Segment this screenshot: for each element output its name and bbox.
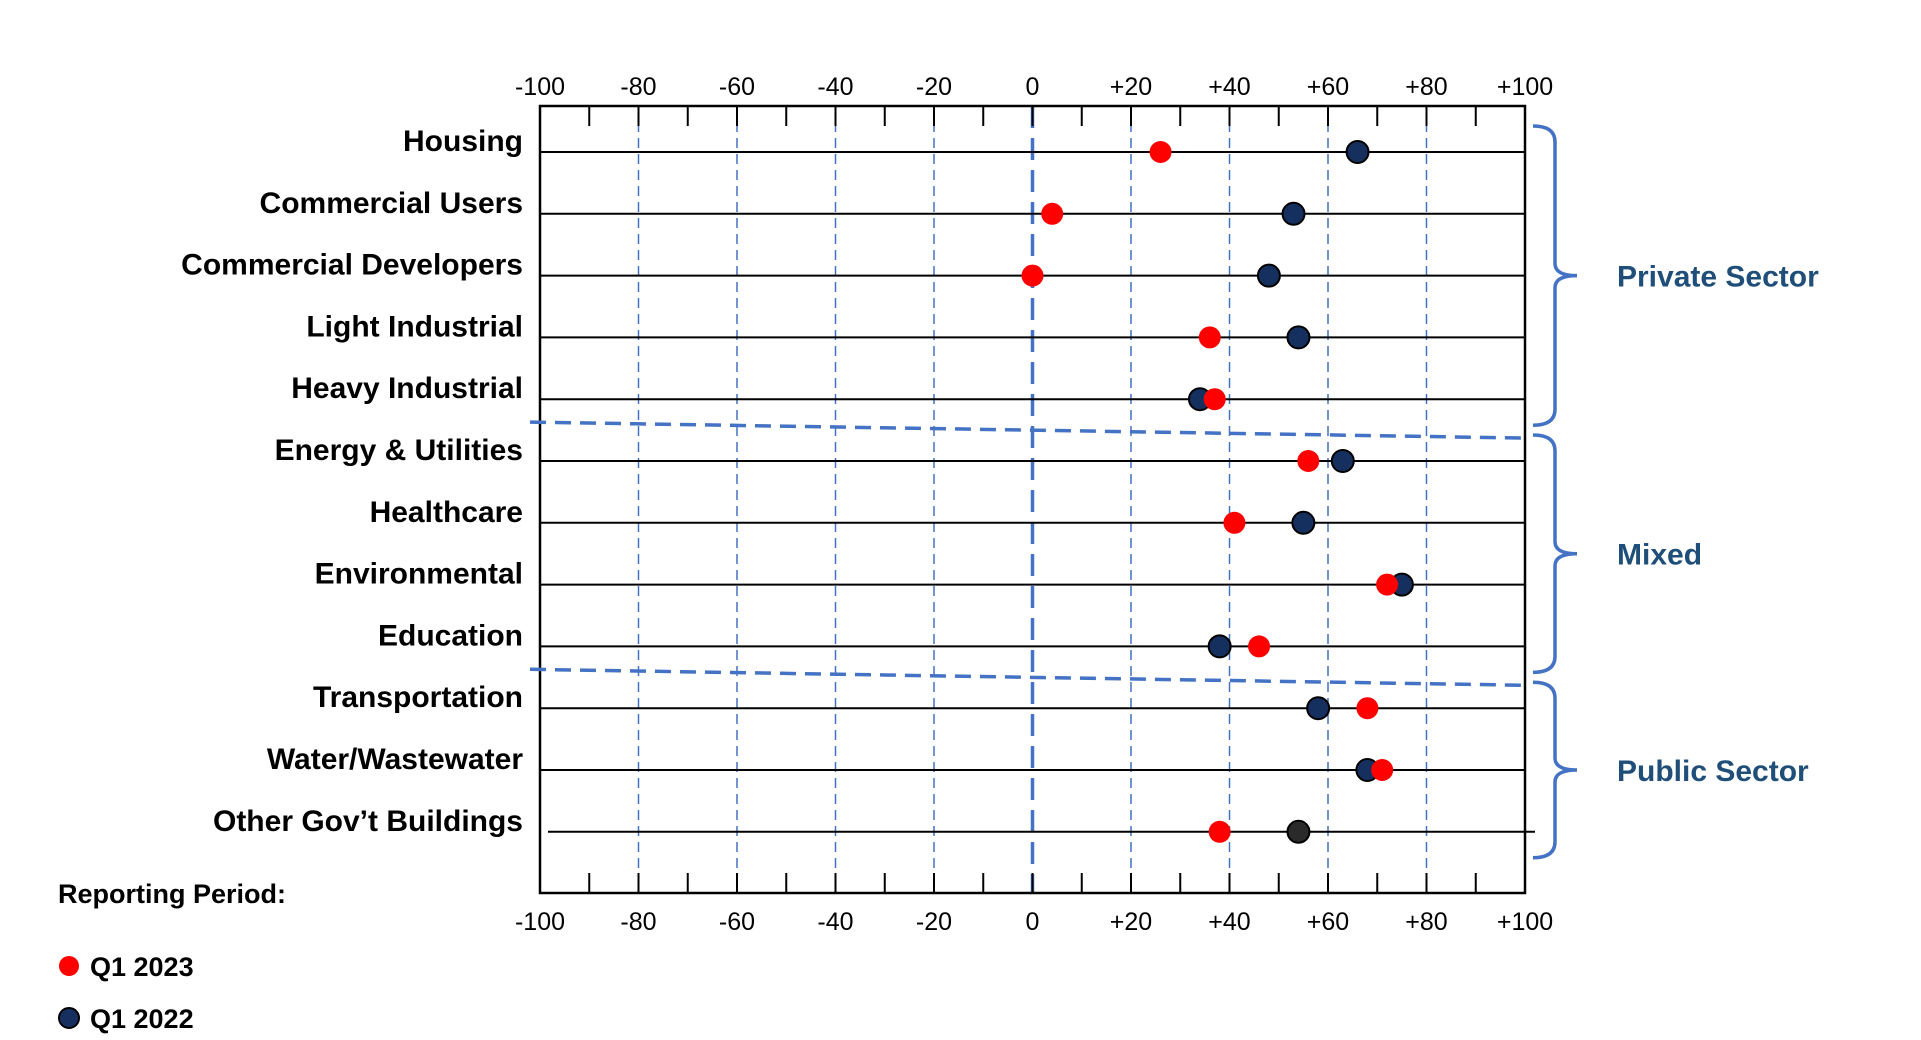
legend-label-q1-2023: Q1 2023 bbox=[90, 952, 194, 982]
category-label: Heavy Industrial bbox=[291, 372, 523, 405]
tick-label-bottom: -80 bbox=[620, 908, 656, 936]
group-separator bbox=[529, 420, 1528, 440]
gridlines bbox=[637, 106, 1428, 893]
tick-label-top: +80 bbox=[1405, 73, 1447, 101]
tick-label-bottom: -100 bbox=[515, 908, 565, 936]
tick-label-top: +40 bbox=[1208, 73, 1250, 101]
tick-label-bottom: -20 bbox=[916, 908, 952, 936]
group-label: Mixed bbox=[1617, 539, 1702, 572]
category-label: Transportation bbox=[313, 681, 523, 714]
category-labels: Housing Commercial Users Commercial Develo… bbox=[181, 125, 523, 838]
tick-label-top: -60 bbox=[719, 73, 755, 101]
group-label: Public Sector bbox=[1617, 755, 1809, 788]
tick-label-top: -100 bbox=[515, 73, 565, 101]
group-label: Private Sector bbox=[1617, 261, 1819, 294]
category-label: Light Industrial bbox=[306, 310, 523, 343]
tick-label-top: +100 bbox=[1497, 73, 1553, 101]
category-label: Commercial Users bbox=[260, 187, 523, 220]
point-q1-2023 bbox=[1371, 759, 1394, 781]
tick-label-bottom: +60 bbox=[1307, 908, 1349, 936]
point-q1-2023 bbox=[1021, 264, 1044, 287]
group-brackets: Private Sector Mixed Public Sector bbox=[1532, 124, 1819, 860]
tick-label-bottom: +100 bbox=[1497, 908, 1553, 936]
category-label: Environmental bbox=[315, 558, 523, 591]
group-bracket bbox=[1532, 433, 1578, 675]
group-separators bbox=[529, 420, 1528, 688]
tick-label-bottom: +80 bbox=[1405, 908, 1447, 936]
point-q1-2022 bbox=[1345, 140, 1370, 164]
tick-label-top: -80 bbox=[620, 73, 656, 101]
legend-label-q1-2022: Q1 2022 bbox=[90, 1004, 194, 1034]
category-label: Water/Wastewater bbox=[267, 743, 524, 776]
point-q1-2023 bbox=[1149, 141, 1172, 163]
category-label: Healthcare bbox=[370, 496, 523, 529]
legend-swatch-q1-2023 bbox=[59, 956, 79, 976]
tick-label-bottom: -40 bbox=[817, 908, 853, 936]
tick-label-top: +20 bbox=[1110, 73, 1152, 101]
data-points bbox=[1021, 140, 1414, 844]
point-q1-2023 bbox=[1203, 388, 1226, 411]
tick-label-top: -40 bbox=[817, 73, 853, 101]
point-q1-2022 bbox=[1207, 634, 1232, 659]
tick-label-bottom: +40 bbox=[1208, 908, 1250, 936]
point-q1-2023 bbox=[1198, 326, 1221, 349]
legend-swatch-q1-2022 bbox=[58, 1007, 80, 1029]
point-q1-2022 bbox=[1330, 449, 1355, 473]
tick-label-top: +60 bbox=[1307, 73, 1349, 101]
point-q1-2022 bbox=[1256, 263, 1281, 288]
tick-marks bbox=[539, 106, 1526, 893]
tick-label-bottom: -60 bbox=[719, 908, 755, 936]
point-q1-2023 bbox=[1248, 635, 1271, 658]
point-q1-2022 bbox=[1291, 510, 1316, 535]
tick-label-bottom: 0 bbox=[1026, 908, 1040, 936]
point-q1-2023 bbox=[1356, 697, 1379, 720]
category-label: Other Gov’t Buildings bbox=[213, 805, 523, 838]
group-bracket bbox=[1532, 680, 1578, 860]
point-q1-2023 bbox=[1223, 511, 1246, 534]
point-q1-2022 bbox=[1281, 201, 1306, 226]
category-label: Commercial Developers bbox=[181, 249, 523, 282]
group-separator bbox=[529, 667, 1528, 688]
tick-label-bottom: +20 bbox=[1110, 908, 1152, 936]
point-q1-2022 bbox=[1306, 696, 1331, 721]
point-q1-2023 bbox=[1041, 202, 1064, 225]
point-q1-2023 bbox=[1376, 573, 1399, 596]
point-q1-2022 bbox=[1286, 819, 1311, 844]
legend-title: Reporting Period: bbox=[58, 879, 286, 909]
category-label: Energy & Utilities bbox=[275, 434, 523, 467]
category-lines bbox=[540, 151, 1535, 833]
tick-labels: -100 -100 -80 -80 -60 -60 -40 -40 -20 -20 0 0 +20 +20… bbox=[515, 73, 1553, 936]
category-label: Education bbox=[378, 619, 523, 652]
legend: Reporting Period: Q1 2023 Q1 2022 bbox=[58, 879, 286, 1034]
tick-label-top: 0 bbox=[1026, 73, 1040, 101]
group-bracket bbox=[1532, 124, 1578, 427]
tick-label-top: -20 bbox=[916, 73, 952, 101]
category-label: Housing bbox=[403, 125, 523, 158]
point-q1-2022 bbox=[1286, 325, 1311, 350]
point-q1-2023 bbox=[1297, 450, 1320, 472]
point-q1-2023 bbox=[1208, 820, 1231, 843]
